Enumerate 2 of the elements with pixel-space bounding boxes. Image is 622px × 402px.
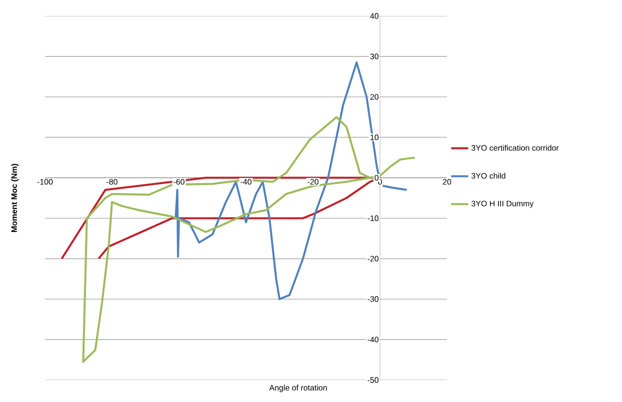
line-series: [174, 62, 408, 300]
line-series: [82, 116, 416, 363]
